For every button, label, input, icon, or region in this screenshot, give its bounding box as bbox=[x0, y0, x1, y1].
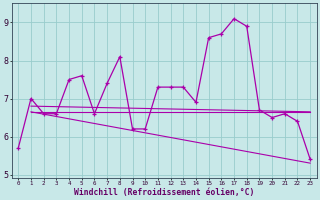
X-axis label: Windchill (Refroidissement éolien,°C): Windchill (Refroidissement éolien,°C) bbox=[74, 188, 254, 197]
